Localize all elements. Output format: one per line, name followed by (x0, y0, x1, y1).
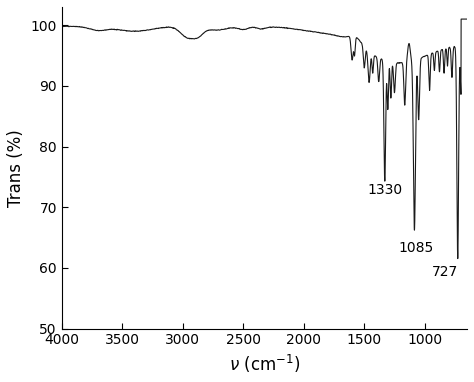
Text: 1330: 1330 (367, 183, 402, 197)
Text: 727: 727 (432, 265, 458, 279)
Text: 1085: 1085 (398, 241, 433, 254)
X-axis label: $\nu$ (cm$^{-1}$): $\nu$ (cm$^{-1}$) (229, 353, 300, 375)
Y-axis label: Trans (%): Trans (%) (7, 129, 25, 207)
